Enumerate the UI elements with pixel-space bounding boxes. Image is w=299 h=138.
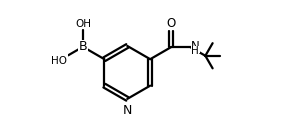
Text: N: N — [123, 104, 132, 117]
Text: H: H — [191, 47, 199, 56]
Text: N: N — [191, 40, 200, 53]
Text: B: B — [79, 40, 87, 53]
Text: O: O — [166, 17, 176, 30]
Text: OH: OH — [75, 19, 91, 29]
Text: HO: HO — [51, 56, 67, 66]
